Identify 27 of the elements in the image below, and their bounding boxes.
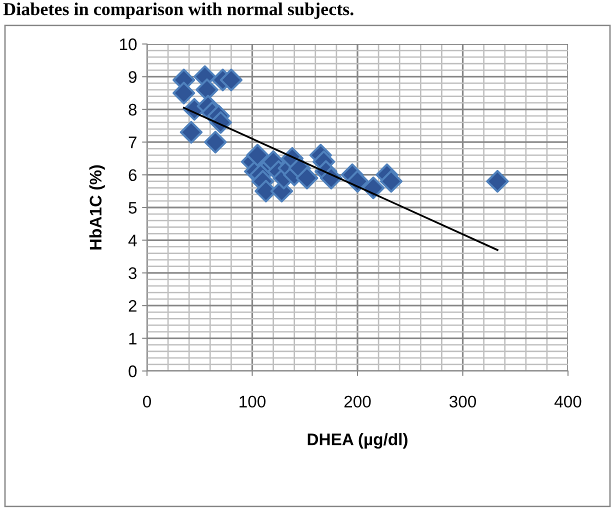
y-axis-title: HbA1C (%) <box>89 165 105 250</box>
point <box>296 166 318 190</box>
x-tick-label: 100 <box>240 396 266 408</box>
x-tick-label: 400 <box>554 396 582 408</box>
y-tick-label: 0 <box>128 365 137 378</box>
chart-title: Diabetes in comparison with normal subjects. <box>3 2 354 19</box>
x-tick-label: 0 <box>143 396 151 408</box>
x-tick-label: 200 <box>344 396 371 408</box>
point <box>220 68 243 92</box>
point <box>204 130 227 154</box>
y-tick-label: 2 <box>128 300 136 312</box>
y-tick-label: 4 <box>128 234 137 246</box>
x-axis-title: DHEA (µg/dl) <box>308 433 408 449</box>
point <box>246 144 269 167</box>
y-tick-label: 6 <box>128 169 137 182</box>
y-tick-label: 9 <box>128 71 136 83</box>
x-tick-label: 300 <box>449 396 476 408</box>
y-tick-label: 3 <box>128 267 137 280</box>
y-tick-label: 7 <box>128 136 136 148</box>
y-tick-label: 10 <box>120 38 137 50</box>
y-tick-label: 5 <box>128 202 137 214</box>
y-tick-label: 1 <box>129 332 136 344</box>
point <box>380 170 403 193</box>
point <box>180 120 203 144</box>
y-tick-label: 8 <box>128 104 137 116</box>
point <box>172 82 196 104</box>
point <box>486 170 509 193</box>
